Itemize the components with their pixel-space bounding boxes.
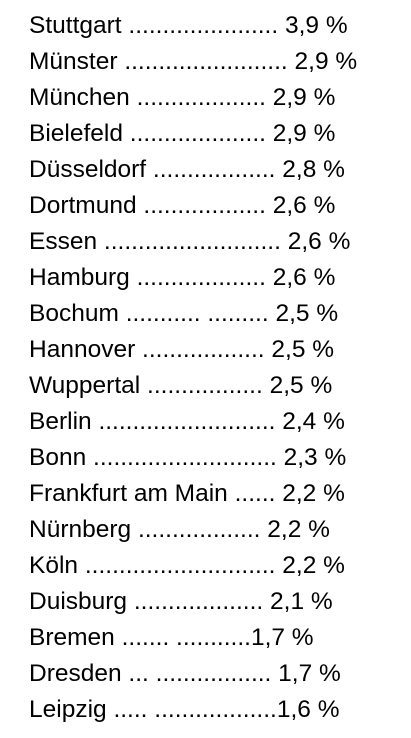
percentage-value: 2,9 % bbox=[265, 120, 336, 147]
list-item: Dortmund .................. 2,6 % bbox=[29, 188, 409, 224]
dot-leader: ...................... bbox=[121, 12, 279, 39]
list-item: Bremen ....... ...........1,7 % bbox=[29, 620, 409, 656]
list-item: Leipzig ..... ..................1,6 % bbox=[29, 692, 409, 728]
city-name: Köln bbox=[29, 552, 79, 579]
city-name: Düsseldorf bbox=[29, 156, 147, 183]
percentage-value: 2,6 % bbox=[265, 192, 336, 219]
dot-leader: ................... bbox=[127, 588, 264, 615]
dot-leader: ... ................. bbox=[121, 660, 272, 687]
city-percentage-list: Stuttgart ...................... 3,9 % M… bbox=[29, 8, 409, 728]
dot-leader: .................. bbox=[146, 156, 276, 183]
list-item: Nürnberg .................. 2,2 % bbox=[29, 512, 409, 548]
dot-leader: .................. bbox=[131, 516, 261, 543]
percentage-value: 2,2 % bbox=[260, 516, 330, 543]
dot-leader: ................... bbox=[129, 264, 266, 291]
percentage-value: 1,7 % bbox=[250, 624, 314, 651]
dot-leader: ........................... bbox=[86, 444, 277, 471]
percentage-value: 2,4 % bbox=[275, 408, 345, 435]
city-name: Bonn bbox=[29, 444, 87, 471]
percentage-value: 1,6 % bbox=[276, 696, 340, 723]
percentage-value: 2,5 % bbox=[268, 300, 339, 327]
list-item: Essen .......................... 2,6 % bbox=[29, 224, 409, 260]
list-item: Dresden ... ................. 1,7 % bbox=[29, 656, 409, 692]
dot-leader: ........................ bbox=[117, 48, 288, 75]
city-name: Stuttgart bbox=[29, 12, 122, 39]
list-item: Stuttgart ...................... 3,9 % bbox=[29, 8, 409, 44]
percentage-value: 3,9 % bbox=[278, 12, 348, 39]
dot-leader: ........... ......... bbox=[118, 300, 269, 327]
city-name: Berlin bbox=[29, 408, 92, 435]
dot-leader: ...... bbox=[227, 480, 276, 507]
list-item: Wuppertal ................. 2,5 % bbox=[29, 368, 409, 404]
percentage-value: 2,8 % bbox=[275, 156, 345, 183]
city-name: Wuppertal bbox=[29, 372, 141, 399]
dot-leader: ..... .................. bbox=[106, 696, 277, 723]
city-name: München bbox=[29, 84, 130, 111]
city-name: Nürnberg bbox=[29, 516, 132, 543]
percentage-value: 2,2 % bbox=[275, 480, 345, 507]
percentage-value: 2,5 % bbox=[264, 336, 335, 363]
city-name: Duisburg bbox=[29, 588, 128, 615]
dot-leader: .................. bbox=[135, 336, 265, 363]
list-item: Duisburg ................... 2,1 % bbox=[29, 584, 409, 620]
city-name: Bochum bbox=[29, 300, 119, 327]
city-name: Bielefeld bbox=[29, 120, 123, 147]
list-item: Bonn ........................... 2,3 % bbox=[29, 440, 409, 476]
list-item: Hamburg ................... 2,6 % bbox=[29, 260, 409, 296]
percentage-value: 2,1 % bbox=[263, 588, 333, 615]
city-name: Leipzig bbox=[29, 696, 107, 723]
dot-leader: ................... bbox=[129, 84, 266, 111]
list-item: Bielefeld .................... 2,9 % bbox=[29, 116, 409, 152]
percentage-value: 2,3 % bbox=[276, 444, 347, 471]
city-name: Dresden bbox=[29, 660, 122, 687]
list-item: München ................... 2,9 % bbox=[29, 80, 409, 116]
dot-leader: .................... bbox=[122, 120, 266, 147]
list-item: Münster ........................ 2,9 % bbox=[29, 44, 409, 80]
percentage-value: 2,5 % bbox=[262, 372, 333, 399]
city-name: Bremen bbox=[29, 624, 115, 651]
city-name: Hannover bbox=[29, 336, 136, 363]
city-name: Dortmund bbox=[29, 192, 137, 219]
list-item: Berlin .......................... 2,4 % bbox=[29, 404, 409, 440]
city-name: Frankfurt am Main bbox=[29, 480, 228, 507]
percentage-value: 2,2 % bbox=[275, 552, 345, 579]
percentage-value: 2,9 % bbox=[265, 84, 336, 111]
list-item: Frankfurt am Main ...... 2,2 % bbox=[29, 476, 409, 512]
percentage-value: 2,9 % bbox=[287, 48, 358, 75]
list-item: Hannover .................. 2,5 % bbox=[29, 332, 409, 368]
percentage-value: 2,6 % bbox=[280, 228, 351, 255]
dot-leader: ....... ........... bbox=[114, 624, 251, 651]
dot-leader: ................. bbox=[140, 372, 263, 399]
dot-leader: ............................ bbox=[78, 552, 276, 579]
dot-leader: .......................... bbox=[97, 228, 281, 255]
city-name: Münster bbox=[29, 48, 118, 75]
list-item: Köln ............................ 2,2 % bbox=[29, 548, 409, 584]
percentage-value: 1,7 % bbox=[271, 660, 341, 687]
list-item: Bochum ........... ......... 2,5 % bbox=[29, 296, 409, 332]
city-name: Hamburg bbox=[29, 264, 130, 291]
city-name: Essen bbox=[29, 228, 98, 255]
dot-leader: .................. bbox=[136, 192, 266, 219]
dot-leader: .......................... bbox=[91, 408, 276, 435]
list-item: Düsseldorf .................. 2,8 % bbox=[29, 152, 409, 188]
percentage-value: 2,6 % bbox=[265, 264, 336, 291]
